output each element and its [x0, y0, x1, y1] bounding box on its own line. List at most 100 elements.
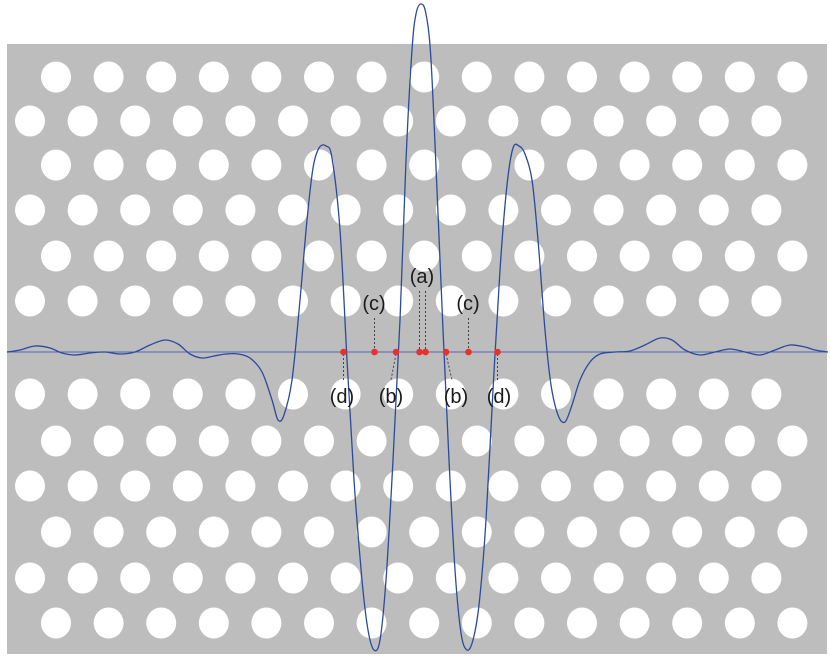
air-hole: [198, 240, 229, 272]
air-hole: [461, 516, 492, 548]
air-hole: [593, 285, 624, 317]
air-hole: [93, 61, 124, 93]
air-hole: [93, 607, 124, 639]
air-hole: [93, 240, 124, 272]
label-b-left: (b): [379, 386, 403, 408]
air-hole: [383, 105, 414, 137]
air-hole: [541, 378, 571, 410]
label-d-left: (d): [330, 386, 354, 408]
air-hole: [777, 149, 808, 181]
air-hole: [672, 425, 703, 457]
air-hole: [41, 607, 71, 639]
air-hole: [41, 516, 71, 548]
air-hole: [198, 516, 229, 548]
air-hole: [356, 607, 387, 639]
air-hole: [251, 607, 282, 639]
air-hole: [120, 285, 151, 317]
air-hole: [172, 562, 203, 594]
air-hole: [567, 240, 597, 272]
air-hole: [409, 425, 440, 457]
air-hole: [724, 149, 755, 181]
air-hole: [751, 285, 782, 317]
air-hole: [120, 470, 151, 502]
air-hole: [777, 61, 808, 93]
air-hole: [356, 240, 387, 272]
air-hole: [172, 105, 203, 137]
point-d-left: [340, 348, 347, 356]
air-hole: [198, 607, 229, 639]
air-hole: [724, 240, 755, 272]
air-hole: [724, 61, 755, 93]
air-hole: [724, 425, 755, 457]
air-hole: [225, 562, 256, 594]
air-hole: [751, 378, 782, 410]
air-hole: [593, 470, 624, 502]
air-hole: [356, 425, 387, 457]
air-hole: [330, 285, 361, 317]
air-hole: [225, 285, 256, 317]
air-hole: [409, 516, 440, 548]
air-hole: [672, 240, 703, 272]
air-hole: [172, 470, 203, 502]
air-hole: [488, 378, 519, 410]
label-c-right: (c): [456, 293, 479, 315]
air-hole: [751, 562, 782, 594]
air-hole: [541, 285, 571, 317]
point-a-left: [416, 348, 423, 356]
air-hole: [514, 607, 545, 639]
air-hole: [619, 607, 650, 639]
air-hole: [278, 378, 308, 410]
air-hole: [461, 240, 492, 272]
field-profile-curve: [6, 3, 829, 652]
label-d-right: (d): [487, 386, 511, 408]
air-hole: [488, 194, 519, 226]
air-hole: [541, 562, 571, 594]
air-hole: [777, 516, 808, 548]
air-hole: [514, 516, 545, 548]
air-hole: [225, 105, 256, 137]
air-hole: [278, 562, 308, 594]
air-hole: [15, 470, 45, 502]
air-hole: [251, 425, 282, 457]
air-hole: [488, 285, 519, 317]
air-hole: [330, 562, 361, 594]
air-hole: [41, 61, 71, 93]
air-hole: [146, 516, 177, 548]
air-hole: [435, 562, 466, 594]
air-hole: [198, 149, 229, 181]
air-hole: [698, 285, 729, 317]
air-hole: [198, 425, 229, 457]
guide-lines: [343, 291, 498, 381]
point-d-right: [494, 348, 501, 356]
point-labels: (a) (c) (c) (d) (b) (b) (d): [330, 266, 511, 408]
air-hole: [383, 562, 414, 594]
air-hole: [567, 516, 597, 548]
air-hole: [278, 470, 308, 502]
air-hole: [409, 149, 440, 181]
air-hole-lattice: [15, 61, 808, 639]
air-hole: [777, 240, 808, 272]
air-hole: [67, 378, 98, 410]
air-hole: [304, 516, 334, 548]
air-hole: [172, 194, 203, 226]
air-hole: [356, 61, 387, 93]
air-hole: [93, 425, 124, 457]
air-hole: [383, 470, 414, 502]
air-hole: [120, 562, 151, 594]
air-hole: [120, 378, 151, 410]
air-hole: [15, 562, 45, 594]
air-hole: [698, 562, 729, 594]
air-hole: [488, 562, 519, 594]
air-hole: [698, 105, 729, 137]
air-hole: [67, 562, 98, 594]
air-hole: [672, 607, 703, 639]
air-hole: [383, 378, 414, 410]
air-hole: [146, 240, 177, 272]
air-hole: [514, 425, 545, 457]
air-hole: [146, 607, 177, 639]
air-hole: [93, 516, 124, 548]
air-hole: [646, 285, 677, 317]
marker-points: [340, 348, 501, 356]
air-hole: [120, 105, 151, 137]
air-hole: [435, 378, 466, 410]
